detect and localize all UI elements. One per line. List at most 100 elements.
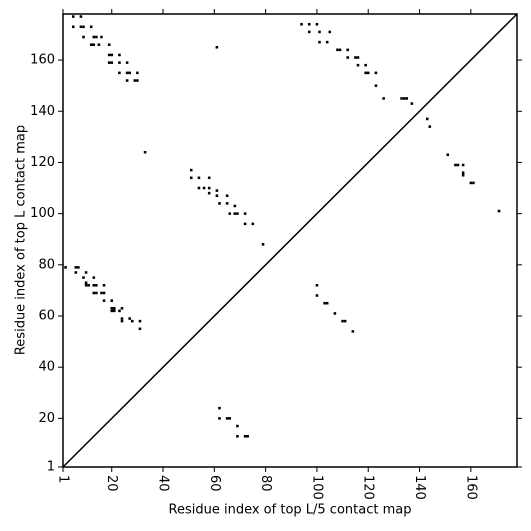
contact-point xyxy=(410,102,414,105)
contact-point xyxy=(382,97,385,100)
contact-point xyxy=(82,25,85,29)
contact-point xyxy=(307,22,311,26)
contact-point xyxy=(95,291,98,295)
contact-point xyxy=(113,307,116,310)
contact-point xyxy=(318,40,321,44)
contact-point xyxy=(328,30,332,34)
contact-point xyxy=(454,163,457,167)
contact-point xyxy=(130,319,134,323)
contact-point xyxy=(92,35,96,39)
x-tick-label: 140 xyxy=(412,475,427,500)
contact-point xyxy=(87,284,90,287)
contact-point xyxy=(461,171,465,174)
contact-point xyxy=(110,61,114,64)
contact-point xyxy=(84,271,88,274)
contact-point xyxy=(251,222,255,226)
y-tick-label: 160 xyxy=(30,53,55,68)
contact-point xyxy=(120,307,124,310)
contact-point xyxy=(197,186,201,190)
contact-point xyxy=(300,22,303,26)
contact-point xyxy=(469,181,473,185)
contact-point xyxy=(333,312,337,315)
x-tick-label: 160 xyxy=(463,475,478,500)
contact-point xyxy=(472,181,475,185)
x-tick-label: 20 xyxy=(104,475,119,492)
y-tick-label: 60 xyxy=(38,309,55,324)
contact-point xyxy=(315,22,319,26)
contact-point xyxy=(100,35,103,39)
contact-point xyxy=(207,186,211,190)
y-tick-label: 20 xyxy=(38,411,55,426)
contact-point xyxy=(428,125,432,128)
contact-point xyxy=(364,71,367,75)
contact-point xyxy=(207,176,211,180)
contact-point xyxy=(338,48,342,52)
contact-point xyxy=(125,61,129,64)
contact-point xyxy=(110,309,114,313)
contact-point xyxy=(323,301,326,305)
contact-point xyxy=(351,330,355,333)
contact-point xyxy=(356,63,360,67)
contact-point xyxy=(110,53,114,57)
contact-point xyxy=(74,271,78,274)
x-axis-label: Residue index of top L/5 contact map xyxy=(169,503,412,518)
contact-point xyxy=(95,35,98,39)
contact-point xyxy=(215,45,219,49)
contact-point xyxy=(64,266,67,269)
contact-point xyxy=(79,15,83,18)
contact-point xyxy=(356,56,360,59)
contact-point xyxy=(102,284,106,287)
x-tick-label: 1 xyxy=(56,475,71,483)
contact-point xyxy=(402,97,406,100)
contact-point xyxy=(92,284,96,287)
contact-point xyxy=(456,163,460,167)
contact-point xyxy=(118,71,121,75)
contact-point xyxy=(446,153,450,157)
contact-point xyxy=(325,40,329,44)
contact-point xyxy=(71,15,75,18)
contact-point xyxy=(189,168,193,172)
contact-point xyxy=(374,84,378,87)
contact-point xyxy=(118,309,121,313)
contact-point xyxy=(71,25,75,29)
contact-point xyxy=(336,48,339,52)
contact-point xyxy=(346,56,349,59)
contact-point xyxy=(82,276,85,279)
contact-point xyxy=(243,212,247,215)
contact-point xyxy=(125,71,129,75)
contact-point xyxy=(318,30,321,34)
contact-point xyxy=(364,63,367,67)
contact-point xyxy=(405,97,408,100)
contact-point xyxy=(225,194,229,197)
contact-point xyxy=(138,319,142,323)
x-tick-label: 80 xyxy=(258,475,273,492)
contact-point xyxy=(315,284,319,287)
contact-point xyxy=(92,43,96,46)
contact-point xyxy=(89,25,93,29)
contact-point xyxy=(138,327,142,331)
contact-point xyxy=(197,176,201,180)
contact-point xyxy=(354,56,357,59)
contact-point xyxy=(218,202,221,205)
contact-point xyxy=(215,189,219,192)
contact-point xyxy=(125,79,129,82)
contact-point xyxy=(233,212,237,215)
contact-point xyxy=(218,417,221,420)
contact-point xyxy=(202,186,206,190)
contact-point xyxy=(461,163,465,167)
contact-point xyxy=(84,281,88,285)
x-tick-label: 40 xyxy=(156,475,171,492)
contact-point xyxy=(84,284,88,287)
contact-point xyxy=(225,202,229,205)
diagonal xyxy=(62,13,518,468)
contact-point xyxy=(236,435,239,438)
y-tick-label: 100 xyxy=(30,206,55,221)
y-tick-label: 1 xyxy=(47,460,55,475)
contact-point xyxy=(225,417,229,420)
contact-point xyxy=(128,317,131,320)
contact-point xyxy=(497,209,501,213)
contact-point xyxy=(136,79,139,82)
contact-point xyxy=(341,319,344,323)
contact-point xyxy=(133,79,137,82)
